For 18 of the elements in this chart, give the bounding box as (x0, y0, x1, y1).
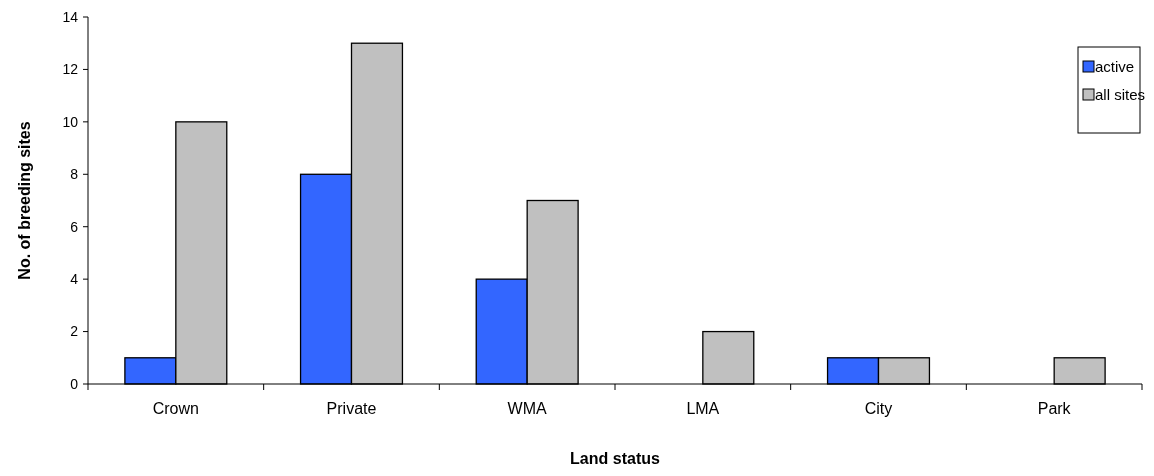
y-tick-label: 12 (62, 61, 79, 78)
y-tick-label: 4 (70, 271, 79, 288)
x-tick-label: LMA (686, 400, 720, 417)
y-axis-title: No. of breeding sites (16, 121, 33, 280)
x-tick-label: Private (326, 400, 377, 417)
y-tick-label: 0 (70, 375, 79, 392)
y-tick-label: 6 (70, 218, 79, 235)
y-tick-label: 2 (70, 323, 79, 340)
x-tick-label: Park (1037, 400, 1072, 417)
x-tick-label: Crown (152, 400, 199, 417)
legend-label: all sites (1095, 86, 1146, 104)
x-tick-label: WMA (507, 400, 548, 417)
y-tick-label: 10 (62, 113, 79, 130)
y-tick-label: 8 (70, 166, 79, 183)
x-axis-title: Land status (570, 450, 660, 467)
y-tick-label: 14 (62, 8, 79, 25)
x-tick-label: City (864, 400, 893, 417)
legend-label: active (1095, 58, 1135, 76)
